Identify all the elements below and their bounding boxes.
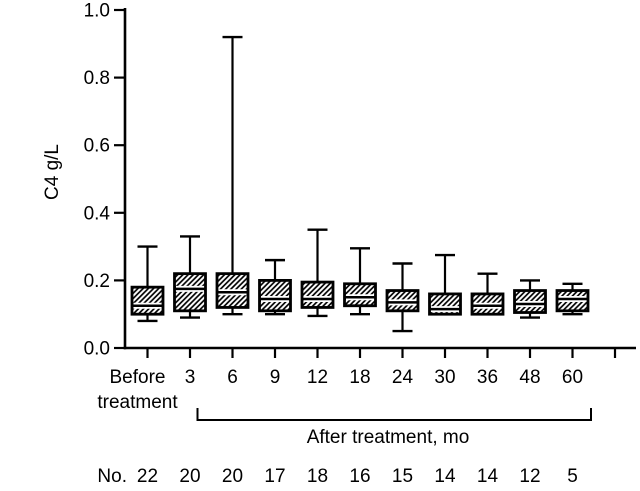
count-value: 20 (222, 466, 243, 487)
count-value: 15 (392, 466, 413, 487)
count-value: 20 (179, 466, 200, 487)
y-axis-title: C4 g/L (42, 144, 63, 200)
x-category-label: treatment (97, 392, 178, 413)
x-category-label: 6 (227, 367, 238, 388)
box (173, 272, 207, 313)
y-tick-label: 1.0 (84, 1, 110, 22)
x-category-label: 12 (307, 367, 328, 388)
counts-row-label: No. (97, 466, 127, 487)
count-value: 14 (434, 466, 456, 487)
x-category-label: Before (110, 367, 166, 388)
box (130, 285, 165, 316)
x-category-label: 48 (519, 367, 540, 388)
count-value: 17 (264, 466, 285, 487)
x-category-label: 18 (349, 367, 370, 388)
x-category-label: 30 (434, 367, 455, 388)
x-category-label: 24 (392, 367, 414, 388)
y-tick-label: 0.0 (84, 339, 110, 360)
x-category-label: 9 (270, 367, 281, 388)
y-tick-label: 0.6 (84, 136, 110, 157)
box (300, 280, 335, 309)
x-category-label: 60 (562, 367, 583, 388)
x-category-label: 36 (477, 367, 498, 388)
box (258, 278, 292, 313)
x-category-label: 3 (185, 367, 196, 388)
count-value: 12 (519, 466, 540, 487)
count-value: 14 (477, 466, 499, 487)
bracket-label: After treatment, mo (307, 427, 470, 448)
count-value: 18 (307, 466, 328, 487)
y-tick-label: 0.2 (84, 271, 110, 292)
y-tick-label: 0.4 (84, 203, 111, 224)
count-value: 22 (137, 466, 158, 487)
count-value: 16 (349, 466, 370, 487)
y-tick-label: 0.8 (84, 68, 110, 89)
count-value: 5 (567, 466, 578, 487)
